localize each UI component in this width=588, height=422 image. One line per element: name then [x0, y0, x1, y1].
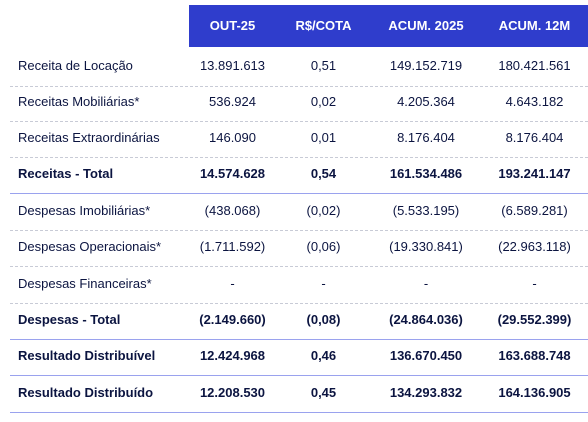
- row-label: Receitas Extraordinárias: [18, 130, 160, 145]
- cell-acum-12m: 4.643.182: [505, 94, 564, 109]
- row-divider: [10, 193, 588, 194]
- row-divider: [10, 375, 588, 376]
- cell-acum-12m: (29.552.399): [497, 312, 572, 327]
- cell-acum-12m: 164.136.905: [498, 385, 571, 400]
- cell-out-25: (2.149.660): [199, 312, 266, 327]
- column-header-acum-12m: ACUM. 12M: [498, 18, 571, 33]
- table-row-result: Resultado Distribuído 12.208.530 0,45 13…: [10, 385, 588, 405]
- table-row: Receita de Locação 13.891.613 0,51 149.1…: [10, 58, 588, 78]
- cell-rs-cota: 0,45: [310, 385, 337, 400]
- cell-rs-cota: 0,46: [310, 348, 337, 363]
- cell-rs-cota: (0,06): [306, 239, 341, 254]
- table-header-bar: [189, 5, 588, 47]
- row-divider: [10, 157, 588, 158]
- cell-acum-12m: 163.688.748: [498, 348, 571, 363]
- cell-acum-12m: -: [532, 276, 537, 291]
- row-label: Receitas Mobiliárias*: [18, 94, 140, 109]
- cell-out-25: -: [230, 276, 235, 291]
- cell-rs-cota: 0,02: [310, 94, 337, 109]
- table-row-result: Resultado Distribuível 12.424.968 0,46 1…: [10, 348, 588, 368]
- cell-out-25: 146.090: [209, 130, 256, 145]
- row-label: Resultado Distribuído: [18, 385, 154, 400]
- row-label: Receita de Locação: [18, 58, 133, 73]
- row-divider: [10, 121, 588, 122]
- cell-acum-2025: 8.176.404: [397, 130, 455, 145]
- cell-acum-12m: 193.241.147: [498, 166, 571, 181]
- cell-acum-12m: 180.421.561: [498, 58, 571, 73]
- row-label: Receitas - Total: [18, 166, 114, 181]
- cell-acum-12m: 8.176.404: [505, 130, 564, 145]
- cell-acum-12m: (22.963.118): [498, 239, 571, 254]
- cell-acum-2025: 136.670.450: [389, 348, 463, 363]
- column-header-rs-cota: R$/COTA: [295, 18, 352, 33]
- cell-rs-cota: (0,08): [306, 312, 341, 327]
- cell-out-25: (1.711.592): [199, 239, 266, 254]
- cell-rs-cota: 0,51: [310, 58, 337, 73]
- cell-out-25: 536.924: [209, 94, 256, 109]
- cell-out-25: 13.891.613: [199, 58, 266, 73]
- cell-acum-2025: 4.205.364: [397, 94, 455, 109]
- cell-acum-2025: (24.864.036): [389, 312, 463, 327]
- table-row: Despesas Operacionais* (1.711.592) (0,06…: [10, 239, 588, 259]
- column-header-acum-2025: ACUM. 2025: [388, 18, 464, 33]
- cell-out-25: (438.068): [204, 203, 261, 218]
- cell-rs-cota: 0,54: [310, 166, 337, 181]
- row-divider: [10, 339, 588, 340]
- table-row-total: Despesas - Total (2.149.660) (0,08) (24.…: [10, 312, 588, 332]
- cell-acum-2025: (5.533.195): [392, 203, 460, 218]
- cell-out-25: 12.424.968: [199, 348, 266, 363]
- cell-acum-2025: 134.293.832: [389, 385, 463, 400]
- row-divider: [10, 412, 588, 413]
- cell-acum-2025: 149.152.719: [389, 58, 463, 73]
- row-label: Despesas Operacionais*: [18, 239, 162, 254]
- row-label: Despesas Imobiliárias*: [18, 203, 151, 218]
- cell-acum-2025: (19.330.841): [389, 239, 463, 254]
- row-divider: [10, 230, 588, 231]
- table-row: Despesas Financeiras* - - - -: [10, 276, 588, 296]
- row-divider: [10, 266, 588, 267]
- cell-rs-cota: (0,02): [306, 203, 341, 218]
- table-row: Receitas Extraordinárias 146.090 0,01 8.…: [10, 130, 588, 150]
- cell-out-25: 12.208.530: [199, 385, 266, 400]
- row-label: Despesas Financeiras*: [18, 276, 152, 291]
- cell-rs-cota: 0,01: [310, 130, 337, 145]
- row-label: Despesas - Total: [18, 312, 121, 327]
- row-divider: [10, 86, 588, 87]
- cell-acum-12m: (6.589.281): [501, 203, 568, 218]
- cell-acum-2025: 161.534.486: [389, 166, 463, 181]
- cell-acum-2025: -: [423, 276, 429, 291]
- cell-rs-cota: -: [321, 276, 326, 291]
- table-row-total: Receitas - Total 14.574.628 0,54 161.534…: [10, 166, 588, 186]
- row-divider: [10, 303, 588, 304]
- table-row: Despesas Imobiliárias* (438.068) (0,02) …: [10, 203, 588, 223]
- table-row: Receitas Mobiliárias* 536.924 0,02 4.205…: [10, 94, 588, 114]
- row-label: Resultado Distribuível: [18, 348, 156, 363]
- column-header-out-25: OUT-25: [209, 18, 256, 33]
- cell-out-25: 14.574.628: [199, 166, 266, 181]
